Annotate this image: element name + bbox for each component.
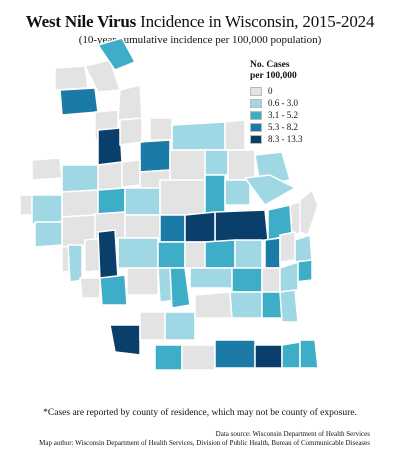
county-25 (97, 187, 126, 215)
county-18 (204, 149, 229, 176)
county-24 (61, 189, 99, 218)
county-44 (157, 241, 186, 269)
county-65 (229, 291, 263, 319)
county-12 (31, 157, 63, 181)
county-52 (79, 277, 101, 299)
legend-title: No. Cases per 100,000 (250, 60, 350, 82)
county-46 (204, 239, 236, 269)
county-23 (34, 221, 63, 248)
county-42 (97, 229, 119, 281)
legend-label-3: 5.3 - 8.2 (268, 122, 298, 132)
legend-label-4: 8.3 - 13.3 (268, 134, 303, 144)
legend-swatch-0 (250, 86, 262, 96)
county-71 (254, 344, 283, 369)
legend-label-1: 0.6 - 3.0 (268, 98, 298, 108)
county-6 (97, 127, 123, 166)
county-4 (117, 84, 143, 121)
county-0 (54, 65, 89, 91)
county-7 (139, 139, 171, 173)
map-title-rest: Incidence in Wisconsin, 2015-2024 (136, 12, 375, 31)
legend-item-4: 8.3 - 13.3 (250, 133, 350, 145)
county-13 (61, 164, 99, 193)
county-69 (181, 344, 216, 371)
county-35 (159, 214, 186, 243)
county-30 (244, 174, 296, 206)
county-58 (231, 267, 263, 293)
county-10 (149, 117, 173, 141)
legend-swatch-4 (250, 134, 262, 144)
legend: No. Cases per 100,000 0 0.6 - 3.0 3.1 - … (250, 60, 350, 145)
county-door-peninsula (299, 188, 319, 236)
credit-map-author: Map author: Wisconsin Department of Heal… (39, 439, 370, 447)
legend-item-3: 5.3 - 8.2 (250, 121, 350, 133)
county-45 (184, 241, 206, 269)
legend-swatch-1 (250, 98, 262, 108)
footnote: *Cases are reported by county of residen… (43, 408, 357, 418)
county-64 (194, 291, 233, 319)
county-31 (214, 209, 269, 243)
county-29 (224, 179, 251, 206)
county-11 (224, 119, 246, 151)
county-70 (214, 339, 256, 369)
county-40 (67, 244, 83, 283)
county-8 (119, 117, 143, 146)
county-36 (184, 211, 216, 243)
county-56 (169, 267, 191, 309)
county-63 (164, 311, 196, 341)
county-72 (281, 341, 301, 369)
legend-swatch-2 (250, 110, 262, 120)
credit-data-source: Data source: Wisconsin Department of Hea… (215, 430, 370, 438)
county-14 (97, 161, 123, 191)
county-68 (154, 344, 183, 371)
county-17 (169, 149, 206, 181)
county-61 (109, 324, 141, 356)
legend-swatch-3 (250, 122, 262, 132)
county-15 (121, 159, 141, 188)
county-62 (139, 311, 166, 341)
county-50 (294, 234, 313, 263)
legend-item-1: 0.6 - 3.0 (250, 97, 350, 109)
legend-title-line1: No. Cases (250, 60, 290, 70)
map-subtitle: (10-year cumulative incidence per 100,00… (78, 34, 322, 46)
county-66 (261, 291, 283, 319)
county-28 (204, 174, 226, 216)
county-34 (124, 214, 161, 239)
county-47 (264, 237, 281, 269)
county-26 (124, 187, 161, 216)
county-59 (261, 267, 281, 293)
county-1 (59, 87, 99, 116)
county-53 (99, 274, 128, 306)
county-20 (227, 149, 256, 181)
legend-title-line2: per 100,000 (250, 71, 297, 81)
map-title: West Nile Virus Incidence in Wisconsin, … (0, 12, 400, 32)
county-67 (279, 289, 299, 323)
legend-label-0: 0 (268, 86, 273, 96)
county-49 (234, 239, 263, 269)
legend-item-0: 0 (250, 85, 350, 97)
county-57 (189, 267, 233, 289)
county-60 (279, 261, 299, 293)
legend-item-2: 3.1 - 5.2 (250, 109, 350, 121)
county-48 (279, 231, 296, 263)
county-3 (97, 37, 136, 71)
county-9 (171, 121, 226, 151)
county-73 (299, 339, 319, 369)
map-title-bold: West Nile Virus (25, 12, 137, 31)
county-43 (117, 237, 159, 269)
county-54 (126, 267, 159, 296)
county-22 (31, 194, 63, 225)
legend-label-2: 3.1 - 5.2 (268, 110, 298, 120)
county-27 (159, 179, 206, 216)
